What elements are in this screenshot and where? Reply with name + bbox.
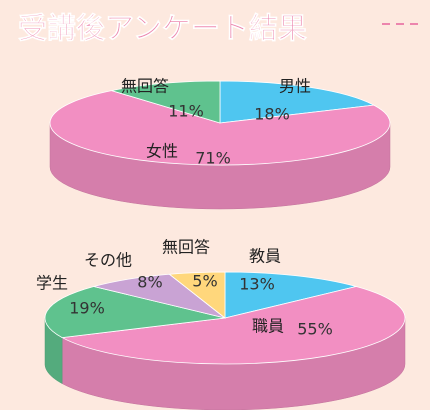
value-label: 55% [297,320,333,339]
pie-slice [93,273,226,319]
pie-slice [224,271,357,319]
value-label: 13% [239,275,275,294]
slice-label: 女性 [146,142,178,161]
value-label: 11% [168,102,204,121]
value-label: 5% [192,272,217,291]
value-label: 18% [254,105,290,124]
pie-slice [111,80,221,124]
slice-label: 男性 [279,77,311,96]
pie-slice [168,271,226,319]
value-label: 71% [195,149,231,168]
page-title: 受講後アンケート結果 [18,11,307,45]
slice-label: 職員 [252,317,284,336]
pie-slice [60,286,406,365]
pie-slice [49,90,391,166]
pie-slice [219,80,376,124]
slice-label: 無回答 [121,77,169,96]
slice-label: 学生 [36,274,68,293]
pie-chart: 男性 18% 女性 71% 無回答 11% [49,77,391,210]
value-label: 8% [137,273,162,292]
slice-label: 無回答 [162,238,210,257]
value-label: 19% [69,299,105,318]
slice-label: 教員 [249,247,281,266]
pie-slice [44,286,226,338]
slice-label: その他 [84,251,132,270]
